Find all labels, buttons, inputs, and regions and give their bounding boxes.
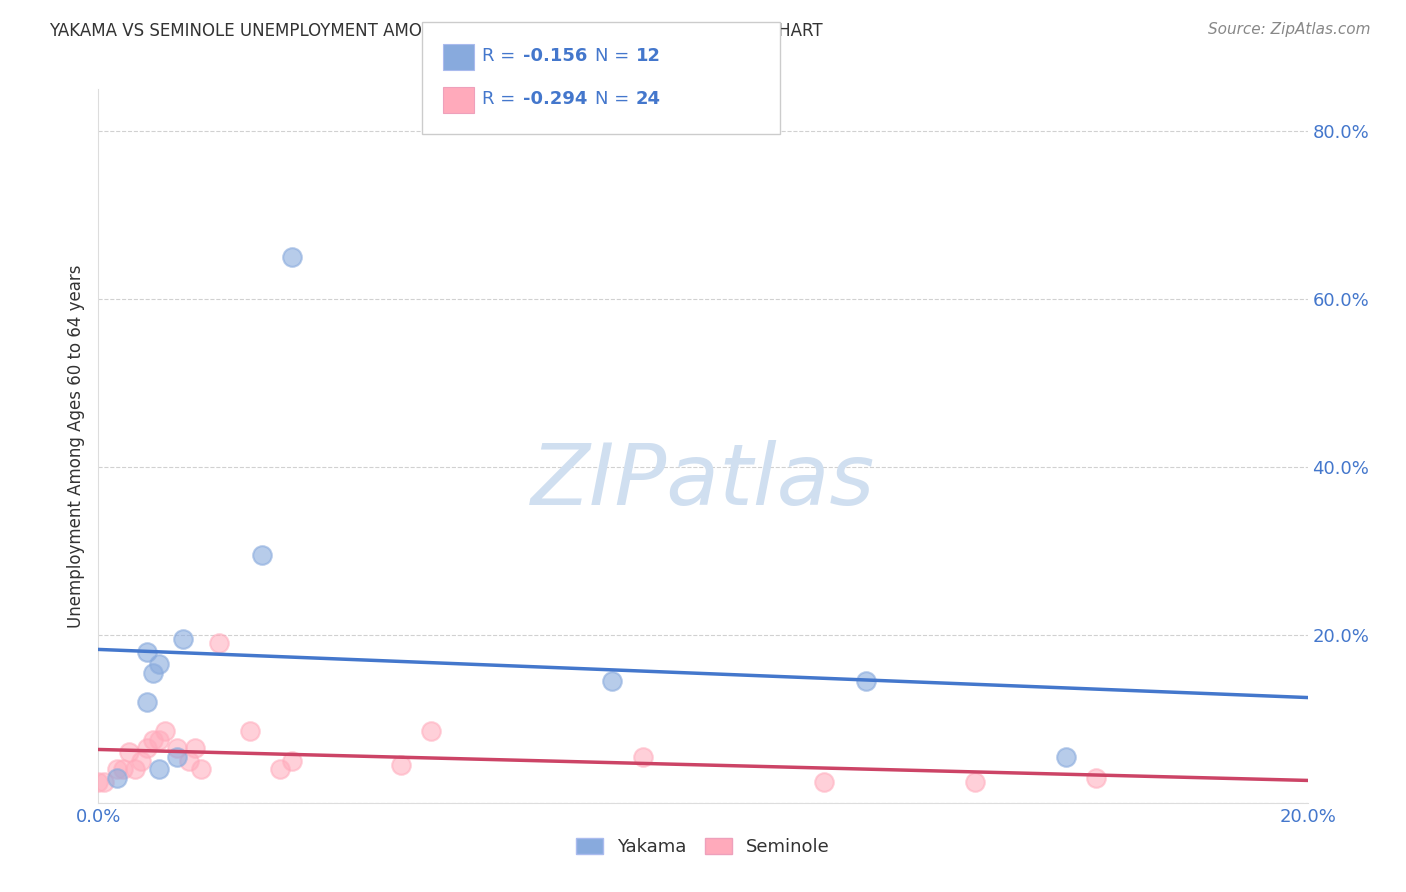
Point: [93, 774, 115, 789]
Point: [208, 636, 231, 650]
Point: [166, 749, 188, 764]
Point: [118, 746, 141, 760]
Text: -0.156: -0.156: [523, 47, 588, 65]
Point: [135, 741, 157, 756]
Point: [269, 762, 291, 776]
Text: -0.294: -0.294: [523, 90, 588, 108]
Point: [1054, 749, 1077, 764]
Point: [965, 774, 987, 789]
Text: R =: R =: [482, 90, 527, 108]
Text: 12: 12: [636, 47, 661, 65]
Point: [148, 762, 170, 776]
Point: [184, 741, 207, 756]
Point: [87, 774, 110, 789]
Point: [602, 674, 624, 689]
Text: N =: N =: [595, 90, 641, 108]
Point: [111, 762, 134, 776]
Text: R =: R =: [482, 47, 527, 65]
Point: [420, 724, 443, 739]
Point: [129, 754, 152, 768]
Point: [172, 632, 194, 646]
Point: [1085, 771, 1108, 785]
Point: [105, 771, 128, 785]
Point: [105, 762, 128, 776]
Point: [153, 724, 176, 739]
Point: [166, 741, 188, 756]
Point: [813, 774, 835, 789]
Point: [142, 732, 165, 747]
Text: YAKAMA VS SEMINOLE UNEMPLOYMENT AMONG AGES 60 TO 64 YEARS CORRELATION CHART: YAKAMA VS SEMINOLE UNEMPLOYMENT AMONG AG…: [49, 22, 823, 40]
Point: [135, 645, 157, 659]
Legend: Yakama, Seminole: Yakama, Seminole: [567, 829, 839, 865]
Y-axis label: Unemployment Among Ages 60 to 64 years: Unemployment Among Ages 60 to 64 years: [66, 264, 84, 628]
Point: [239, 724, 262, 739]
Point: [190, 762, 212, 776]
Point: [281, 250, 304, 264]
Text: N =: N =: [595, 47, 641, 65]
Point: [389, 758, 412, 772]
Point: [148, 657, 170, 672]
Point: [135, 695, 157, 709]
Text: Source: ZipAtlas.com: Source: ZipAtlas.com: [1208, 22, 1371, 37]
Point: [148, 732, 170, 747]
Point: [855, 674, 877, 689]
Text: ZIPatlas: ZIPatlas: [531, 440, 875, 524]
Point: [142, 665, 165, 680]
Point: [631, 749, 654, 764]
Point: [179, 754, 201, 768]
Text: 24: 24: [636, 90, 661, 108]
Point: [250, 548, 273, 562]
Point: [281, 754, 304, 768]
Point: [124, 762, 146, 776]
